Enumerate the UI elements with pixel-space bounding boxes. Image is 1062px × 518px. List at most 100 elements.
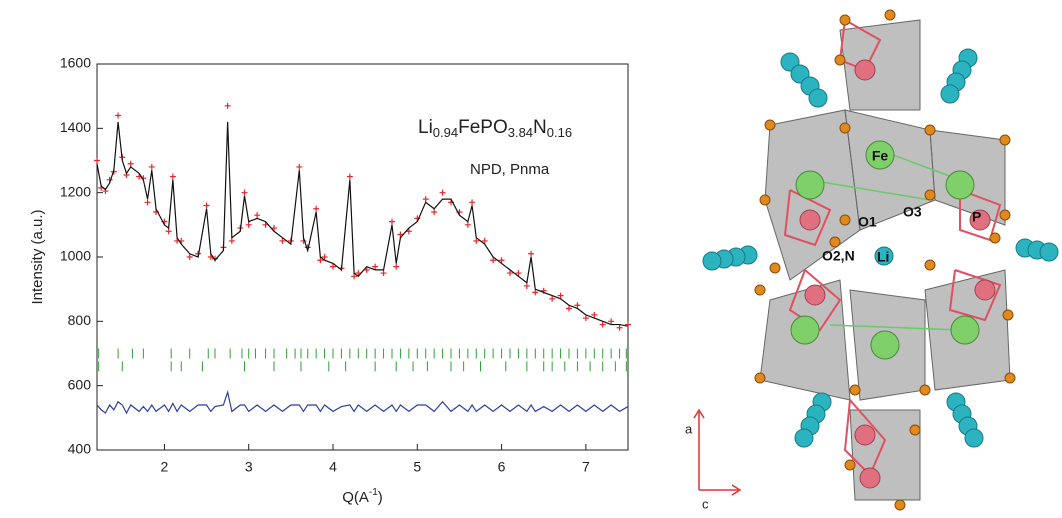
observed-point xyxy=(166,228,172,234)
o-atom xyxy=(850,385,860,395)
o-atom xyxy=(755,373,765,383)
li-atom xyxy=(965,429,983,447)
axis-label: a xyxy=(685,421,693,436)
p-atom xyxy=(800,210,820,230)
fe-atom xyxy=(871,331,899,359)
p-atom xyxy=(975,280,995,300)
o-atom xyxy=(765,120,775,130)
o-atom xyxy=(830,237,840,247)
o-atom xyxy=(885,10,895,20)
observed-point xyxy=(347,174,353,180)
p-atom xyxy=(855,425,875,445)
x-tick-label: 6 xyxy=(498,459,506,475)
observed-point xyxy=(617,325,623,331)
observed-point xyxy=(465,222,471,228)
o-atom xyxy=(755,285,765,295)
observed-point xyxy=(423,196,429,202)
o-atom xyxy=(840,123,850,133)
y-tick-label: 1000 xyxy=(60,248,91,264)
formula-part: 0.16 xyxy=(547,125,572,140)
o-atom xyxy=(1003,310,1013,320)
o-atom xyxy=(770,263,780,273)
y-tick-label: 800 xyxy=(68,312,92,328)
observed-point xyxy=(242,190,248,196)
o-atom xyxy=(925,260,935,270)
formula: Li0.94FePO3.84N0.16 xyxy=(418,117,572,140)
o-atom xyxy=(840,215,850,225)
atom-label: P xyxy=(972,209,981,225)
o-atom xyxy=(835,55,845,65)
x-axis-label-part: Q(A xyxy=(342,489,369,506)
o-atom xyxy=(845,460,855,470)
crystal-structure: Fe O1 O3 P O2,N Li a c xyxy=(685,10,1058,511)
fe-atom xyxy=(791,316,819,344)
observed-point xyxy=(524,283,530,289)
observed-point xyxy=(381,270,387,276)
observed-point xyxy=(128,161,134,167)
observed-point xyxy=(528,251,534,257)
li-atom xyxy=(1040,243,1058,261)
o-atom xyxy=(925,125,935,135)
x-axis-label-part: ) xyxy=(378,489,383,506)
li-atom xyxy=(795,429,813,447)
annotation: NPD, Pnma xyxy=(470,161,550,178)
observed-point xyxy=(393,264,399,270)
observed-point xyxy=(469,199,475,205)
y-tick-label: 1400 xyxy=(60,119,91,135)
y-axis-label: Intensity (a.u.) xyxy=(29,209,46,304)
atom-label: O3 xyxy=(903,204,922,220)
observed-point xyxy=(204,203,210,209)
figure: Fe O1 O3 P O2,N Li a c 400 600 800 1000 1200… xyxy=(0,0,1062,513)
formula-part: 3.84 xyxy=(508,125,533,140)
o-atom xyxy=(1000,135,1010,145)
y-tick-label: 1200 xyxy=(60,183,91,199)
o-atom xyxy=(760,195,770,205)
formula-part: 0.94 xyxy=(433,125,458,140)
x-tick-label: 5 xyxy=(413,459,421,475)
formula-part: N xyxy=(533,117,547,138)
formula-part: FePO xyxy=(458,117,508,138)
y-tick-label: 1600 xyxy=(60,55,91,71)
series-line xyxy=(97,122,628,326)
y-tick-label: 400 xyxy=(68,441,92,457)
li-atom xyxy=(703,252,721,270)
li-atom xyxy=(809,89,827,107)
atom-label: Fe xyxy=(872,148,889,164)
o-atom xyxy=(920,385,930,395)
o-atom xyxy=(910,425,920,435)
x-tick-label: 7 xyxy=(582,459,590,475)
observed-point xyxy=(149,164,155,170)
x-tick-label: 3 xyxy=(245,459,253,475)
observed-point xyxy=(440,190,446,196)
observed-point xyxy=(246,222,252,228)
x-axis-label: Q(A-1) xyxy=(342,487,383,506)
p-atom xyxy=(855,60,875,80)
plot-frame xyxy=(97,64,628,450)
observed-point xyxy=(145,199,151,205)
observed-point xyxy=(313,206,319,212)
observed-point xyxy=(225,103,231,109)
observed-point xyxy=(431,209,437,215)
x-tick-label: 4 xyxy=(329,459,337,475)
y-tick-label: 600 xyxy=(68,376,92,392)
atom-label: Li xyxy=(877,249,889,265)
fe-atom xyxy=(946,171,974,199)
axis-label: c xyxy=(702,496,709,511)
p-atom xyxy=(805,285,825,305)
p-atom xyxy=(860,468,880,488)
o-atom xyxy=(990,233,1000,243)
o-atom xyxy=(1005,373,1015,383)
o-atom xyxy=(1000,210,1010,220)
series-line xyxy=(97,392,628,413)
o-atom xyxy=(925,190,935,200)
formula-part: Li xyxy=(418,117,433,138)
observed-point xyxy=(254,212,260,218)
observed-point xyxy=(229,238,235,244)
fe-atom xyxy=(796,171,824,199)
observed-point xyxy=(625,322,631,328)
observed-point xyxy=(389,219,395,225)
atom-label: O1 xyxy=(858,214,877,230)
li-atom xyxy=(941,85,959,103)
observed-point xyxy=(296,164,302,170)
